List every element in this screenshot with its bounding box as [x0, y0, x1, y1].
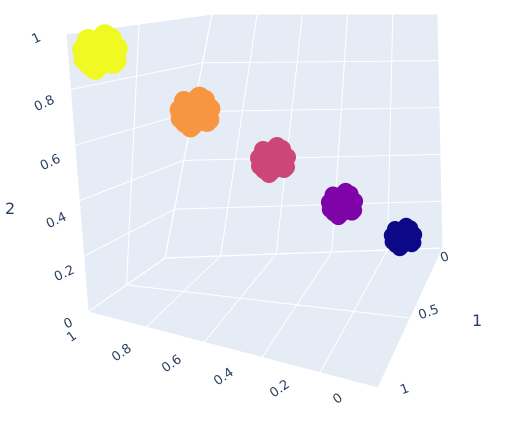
- z-tick-label: 0.2: [52, 263, 77, 285]
- x-tick-label: 0.8: [109, 341, 135, 365]
- y-tick-label: 0: [438, 249, 451, 266]
- point-cluster: [169, 86, 221, 138]
- z-axis-title: 2: [5, 199, 15, 218]
- point-cluster: [72, 24, 128, 80]
- data-point: [321, 200, 339, 218]
- data-point: [264, 157, 282, 175]
- x-tick-label: 0.6: [159, 352, 185, 376]
- grid-line-y-floor: [87, 311, 379, 389]
- grid-line-y-side: [126, 23, 140, 286]
- grid-line-x-back: [437, 13, 444, 249]
- z-tick-label: 0.4: [44, 210, 69, 232]
- grid-line-x-back: [275, 13, 303, 255]
- grid-line-x-back: [386, 13, 394, 251]
- data-point: [104, 49, 127, 72]
- data-point: [199, 109, 220, 130]
- grid-lines: [65, 13, 444, 389]
- y-axis-title: 1: [472, 311, 482, 330]
- x-tick-label: 1: [64, 329, 79, 346]
- y-tick-label: 1: [398, 381, 411, 398]
- grid-line-y-side: [65, 33, 89, 313]
- grid-line-z-back: [202, 60, 440, 64]
- grid-line-y-floor: [126, 284, 411, 319]
- grid-line-z-back: [193, 107, 441, 113]
- z-tick-label: 0.6: [38, 152, 63, 174]
- point-cluster: [383, 217, 423, 257]
- z-tick-label: 0.8: [32, 93, 57, 115]
- data-point: [170, 108, 191, 129]
- data-point: [384, 233, 401, 250]
- y-tick-label: 0.5: [417, 302, 442, 323]
- x-tick-label: 0: [330, 391, 345, 408]
- grid-line-z-back: [183, 153, 442, 161]
- data-point: [345, 201, 363, 219]
- data-point: [251, 157, 269, 175]
- x-tick-label: 0.2: [267, 377, 293, 401]
- point-cluster: [320, 182, 364, 226]
- grid-line-x-back: [220, 13, 258, 257]
- data-point: [185, 108, 205, 129]
- x-tick-label: 0.4: [211, 365, 237, 389]
- data-point: [405, 234, 422, 251]
- data-points: [72, 24, 423, 257]
- z-tick-label: 1: [30, 30, 44, 47]
- grid-line-z-back: [174, 200, 443, 210]
- data-point: [277, 158, 295, 176]
- axis-panes: [65, 13, 444, 389]
- point-cluster: [250, 137, 296, 183]
- data-point: [73, 48, 96, 71]
